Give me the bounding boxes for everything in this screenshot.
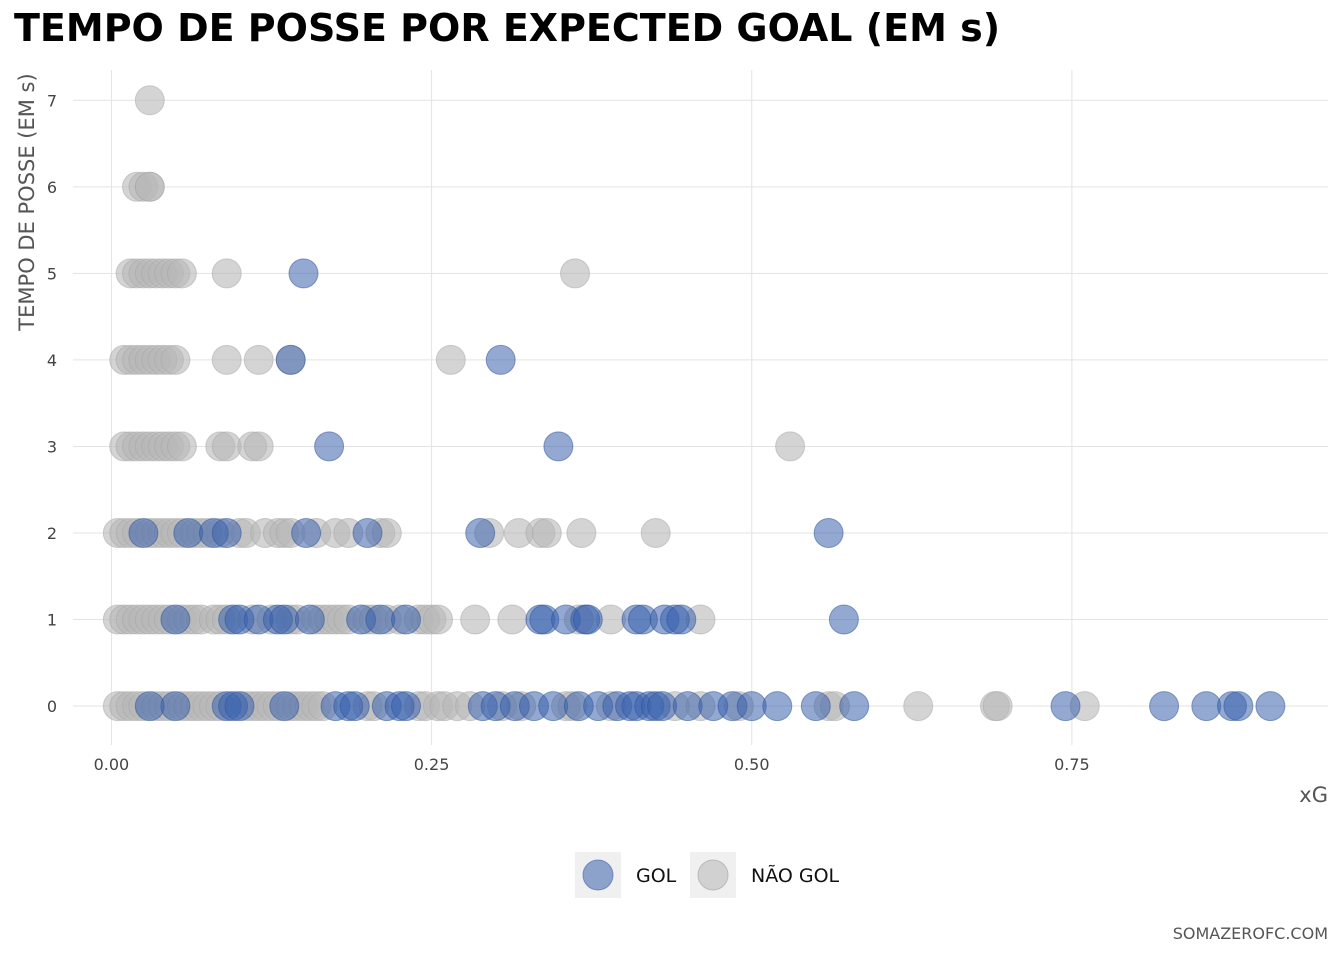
point-nao-gol [497, 604, 528, 635]
point-nao-gol [211, 431, 242, 462]
y-tick-label: 5 [47, 264, 57, 283]
y-tick-label: 3 [47, 437, 57, 456]
point-gol [173, 518, 204, 548]
x-tick-label: 0.75 [1054, 755, 1090, 774]
point-gol [736, 691, 767, 722]
point-gol [572, 604, 603, 635]
point-gol [269, 691, 300, 722]
point-gol [1191, 691, 1222, 722]
point-gol [485, 344, 516, 375]
point-gol [543, 431, 574, 462]
point-gol [275, 344, 306, 375]
y-axis-ticks: 0 1 2 3 4 5 6 7 [47, 91, 57, 716]
point-gol [1223, 691, 1254, 722]
point-nao-gol [160, 344, 191, 375]
y-tick-label: 4 [47, 351, 57, 370]
grid [73, 70, 1328, 745]
point-gol [1149, 691, 1180, 722]
source-credit: SOMAZEROFC.COM [1172, 924, 1328, 943]
x-tick-label: 0.50 [734, 755, 770, 774]
legend-marker-nao-gol [697, 859, 729, 891]
point-nao-gol [460, 604, 491, 635]
point-nao-gol [423, 604, 453, 635]
point-nao-gol [166, 258, 197, 289]
point-gol [339, 691, 370, 722]
point-gol [224, 691, 255, 722]
point-nao-gol [531, 518, 562, 548]
y-tick-label: 6 [47, 178, 57, 197]
point-nao-gol [134, 171, 165, 202]
legend-item-nao-gol: NÃO GOL [690, 852, 840, 898]
point-gol [828, 604, 859, 635]
point-gol [800, 691, 831, 722]
point-gol [762, 691, 793, 722]
point-gol [160, 604, 191, 635]
point-gol [1050, 691, 1081, 722]
point-nao-gol [243, 344, 274, 375]
point-nao-gol [566, 518, 597, 548]
point-gol [672, 691, 703, 722]
point-gol [288, 258, 319, 289]
point-gol [538, 691, 569, 722]
point-gol [128, 518, 159, 548]
point-nao-gol [166, 431, 197, 462]
legend-marker-gol [582, 859, 614, 891]
y-tick-label: 1 [47, 611, 57, 630]
point-gol [391, 691, 421, 722]
series-gol [128, 258, 1286, 722]
chart-title: TEMPO DE POSSE POR EXPECTED GOAL (EM s) [14, 6, 1001, 50]
point-nao-gol [982, 691, 1013, 722]
x-axis-title: xG [1299, 783, 1328, 807]
point-gol [465, 518, 496, 548]
point-nao-gol [640, 518, 671, 548]
point-gol [294, 604, 325, 635]
point-nao-gol [560, 258, 590, 289]
x-axis-ticks: 0.00 0.25 0.50 0.75 [94, 755, 1090, 774]
point-gol [647, 691, 678, 722]
legend: GOL NÃO GOL [575, 852, 840, 898]
point-gol [352, 518, 383, 548]
point-nao-gol [134, 85, 165, 116]
point-gol [813, 518, 844, 548]
point-nao-gol [211, 258, 242, 289]
point-gol [1255, 691, 1286, 722]
y-tick-label: 2 [47, 524, 57, 543]
point-gol [269, 604, 300, 635]
point-gol [365, 604, 396, 635]
y-tick-label: 7 [47, 91, 57, 110]
point-gol [134, 691, 165, 722]
point-gol [291, 518, 322, 548]
point-gol [391, 604, 421, 635]
legend-label-gol: GOL [636, 865, 677, 887]
point-gol [314, 431, 345, 462]
point-nao-gol [243, 431, 274, 462]
point-gol [839, 691, 870, 722]
y-axis-title: TEMPO DE POSSE (EM s) [15, 73, 39, 331]
point-nao-gol [903, 691, 934, 722]
point-gol [160, 691, 191, 722]
x-tick-label: 0.25 [414, 755, 450, 774]
point-nao-gol [435, 344, 466, 375]
legend-item-gol: GOL [575, 852, 677, 898]
data-points [102, 85, 1286, 722]
point-gol [211, 518, 242, 548]
point-nao-gol [775, 431, 806, 462]
point-gol [666, 604, 697, 635]
legend-label-nao-gol: NÃO GOL [751, 864, 840, 887]
x-tick-label: 0.00 [94, 755, 130, 774]
y-tick-label: 0 [47, 697, 57, 716]
point-nao-gol [211, 344, 242, 375]
